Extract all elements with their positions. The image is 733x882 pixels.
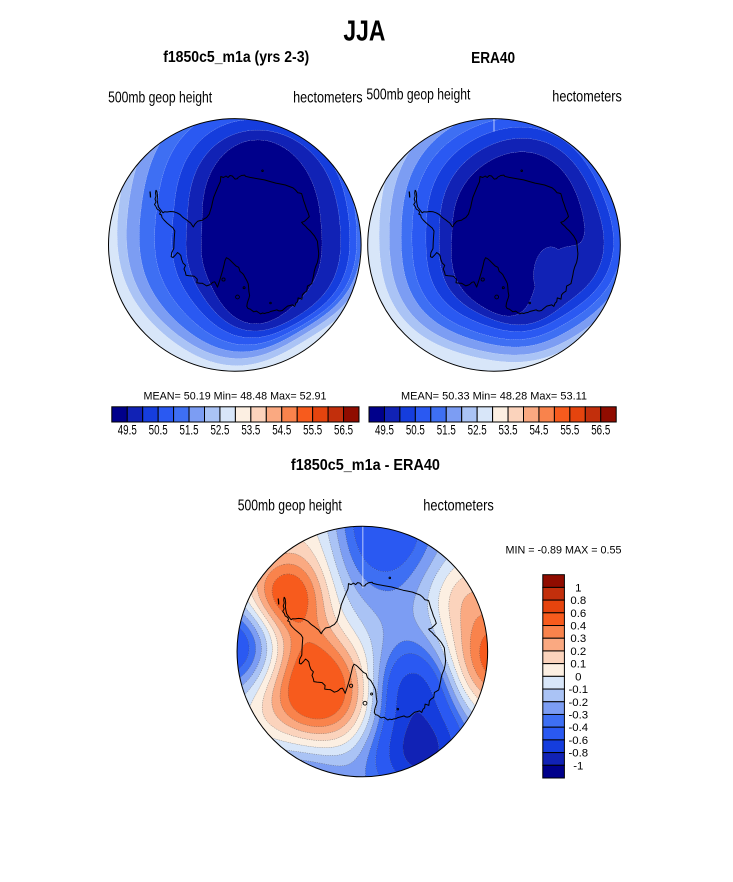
svg-text:53.5: 53.5 <box>241 422 260 437</box>
svg-text:MEAN= 50.19 Min= 48.48 Max: MEAN= 50.19 Min= 48.48 Max= 52.91 <box>144 390 327 402</box>
svg-text:MEAN= 50.33 Min= 48.28 Max: MEAN= 50.33 Min= 48.28 Max= 53.11 <box>401 390 587 402</box>
svg-text:-0.6: -0.6 <box>568 735 588 747</box>
svg-text:-0.4: -0.4 <box>568 722 588 734</box>
svg-text:hectometers: hectometers <box>293 89 363 106</box>
svg-text:-0.1: -0.1 <box>568 684 588 696</box>
svg-text:55.5: 55.5 <box>560 422 579 437</box>
svg-text:-0.2: -0.2 <box>568 697 588 709</box>
svg-text:1: 1 <box>575 582 581 594</box>
svg-text:0.4: 0.4 <box>570 621 586 633</box>
svg-text:hectometers: hectometers <box>423 497 494 514</box>
svg-text:50.5: 50.5 <box>149 422 168 437</box>
svg-text:52.5: 52.5 <box>468 422 487 437</box>
svg-text:0.6: 0.6 <box>570 608 586 620</box>
svg-text:-1: -1 <box>573 760 583 772</box>
svg-text:MIN = -0.89 MAX = 0.55: MIN = -0.89 MAX = 0.55 <box>506 545 622 557</box>
svg-text:hectometers: hectometers <box>552 89 622 106</box>
svg-text:500mb geop height: 500mb geop height <box>366 86 470 103</box>
svg-text:53.5: 53.5 <box>499 422 518 437</box>
svg-text:55.5: 55.5 <box>303 422 322 437</box>
svg-text:51.5: 51.5 <box>180 422 199 437</box>
svg-text:52.5: 52.5 <box>210 422 229 437</box>
svg-text:49.5: 49.5 <box>375 422 394 437</box>
svg-text:50.5: 50.5 <box>406 422 425 437</box>
svg-text:56.5: 56.5 <box>591 422 610 437</box>
svg-text:0.3: 0.3 <box>570 633 586 645</box>
svg-text:-0.3: -0.3 <box>568 709 588 721</box>
svg-text:JJA: JJA <box>343 15 385 47</box>
svg-text:ERA40: ERA40 <box>471 50 515 67</box>
svg-text:0.8: 0.8 <box>570 595 586 607</box>
svg-text:54.5: 54.5 <box>272 422 291 437</box>
svg-text:0.1: 0.1 <box>570 659 586 671</box>
svg-text:f1850c5_m1a - ERA40: f1850c5_m1a - ERA40 <box>291 457 440 474</box>
svg-text:51.5: 51.5 <box>437 422 456 437</box>
svg-text:500mb geop height: 500mb geop height <box>108 89 212 106</box>
svg-text:f1850c5_m1a (yrs 2-3): f1850c5_m1a (yrs 2-3) <box>163 49 309 66</box>
svg-text:-0.8: -0.8 <box>568 748 588 760</box>
svg-text:49.5: 49.5 <box>118 422 137 437</box>
svg-text:500mb geop height: 500mb geop height <box>238 497 342 514</box>
svg-text:56.5: 56.5 <box>334 422 353 437</box>
svg-text:0: 0 <box>575 671 581 683</box>
svg-text:0.2: 0.2 <box>570 646 586 658</box>
svg-text:54.5: 54.5 <box>529 422 548 437</box>
